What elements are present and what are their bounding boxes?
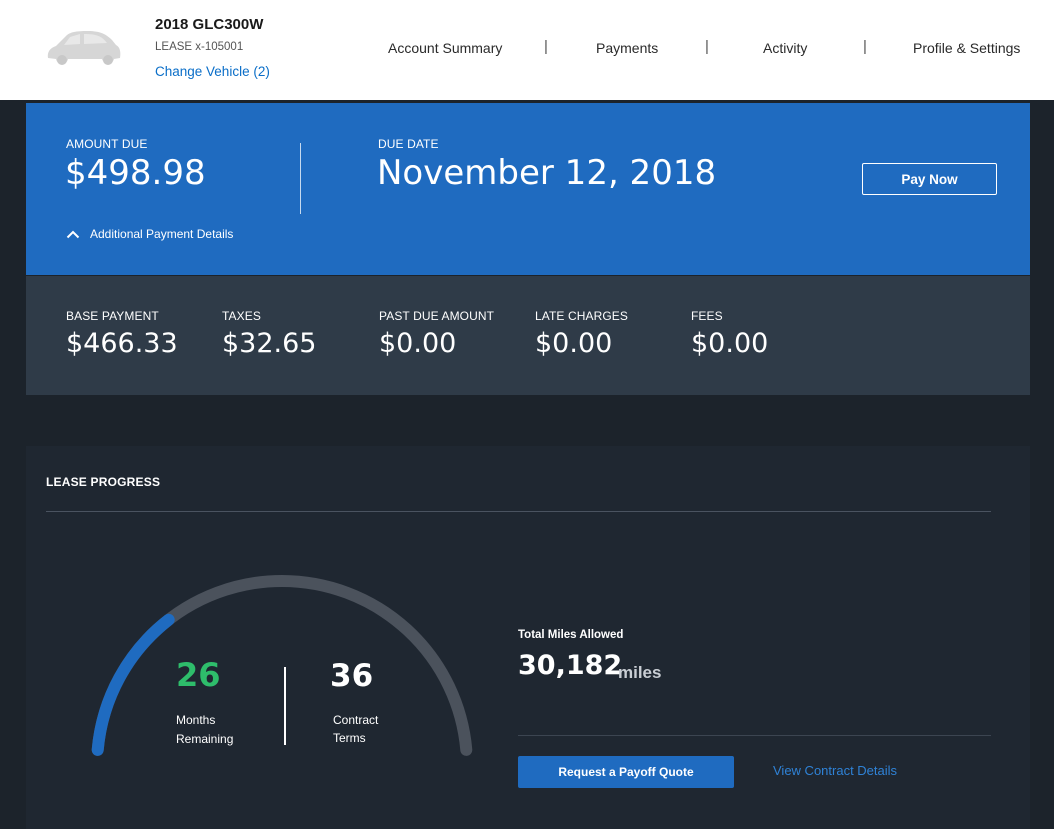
fees-label: FEES bbox=[691, 309, 723, 323]
late-charges-value: $0.00 bbox=[535, 328, 613, 359]
lease-progress-title: LEASE PROGRESS bbox=[46, 475, 161, 489]
request-payoff-quote-button[interactable]: Request a Payoff Quote bbox=[518, 756, 734, 788]
fees-value: $0.00 bbox=[691, 328, 769, 359]
change-vehicle-link[interactable]: Change Vehicle (2) bbox=[155, 64, 270, 79]
lease-progress-gauge bbox=[91, 575, 473, 756]
taxes-value: $32.65 bbox=[222, 328, 317, 359]
lease-number: LEASE x-105001 bbox=[155, 41, 244, 53]
miles-unit: miles bbox=[618, 663, 662, 682]
payment-breakdown-panel: BASE PAYMENT $466.33 TAXES $32.65 PAST D… bbox=[26, 276, 1030, 395]
past-due-value: $0.00 bbox=[379, 328, 457, 359]
months-remaining-value: 26 bbox=[176, 656, 221, 694]
nav-separator: | bbox=[544, 38, 548, 55]
nav-profile-settings[interactable]: Profile & Settings bbox=[913, 40, 1021, 56]
nav-separator: | bbox=[863, 38, 867, 55]
lease-progress-panel: LEASE PROGRESS 26 Months Remaining 36 Co… bbox=[26, 446, 1030, 829]
additional-payment-details-toggle[interactable]: Additional Payment Details bbox=[90, 227, 234, 241]
gauge-divider bbox=[284, 667, 286, 745]
top-header: 2018 GLC300W LEASE x-105001 Change Vehic… bbox=[0, 0, 1054, 100]
contract-terms-label: Contract Terms bbox=[333, 713, 379, 745]
nav-activity[interactable]: Activity bbox=[763, 40, 808, 56]
car-silhouette-icon bbox=[47, 31, 121, 65]
due-date-label: DUE DATE bbox=[378, 137, 439, 151]
vehicle-title: 2018 GLC300W bbox=[155, 16, 264, 33]
taxes-label: TAXES bbox=[222, 309, 261, 323]
nav-separator: | bbox=[705, 38, 709, 55]
amount-due-label: AMOUNT DUE bbox=[66, 137, 148, 151]
view-contract-details-link[interactable]: View Contract Details bbox=[773, 763, 898, 778]
total-miles-value: 30,182 bbox=[518, 650, 623, 681]
nav-account-summary[interactable]: Account Summary bbox=[388, 40, 503, 56]
base-payment-value: $466.33 bbox=[66, 328, 178, 359]
miles-divider bbox=[518, 735, 991, 736]
late-charges-label: LATE CHARGES bbox=[535, 309, 628, 323]
lease-divider bbox=[46, 511, 991, 512]
months-remaining-label: Months Remaining bbox=[176, 713, 234, 746]
total-miles-label: Total Miles Allowed bbox=[518, 629, 624, 641]
base-payment-label: BASE PAYMENT bbox=[66, 309, 159, 323]
due-date-value: November 12, 2018 bbox=[377, 153, 717, 193]
contract-terms-value: 36 bbox=[330, 658, 374, 694]
past-due-label: PAST DUE AMOUNT bbox=[379, 309, 495, 323]
chevron-up-icon[interactable] bbox=[66, 229, 80, 239]
gauge-fill bbox=[91, 613, 175, 756]
nav-payments[interactable]: Payments bbox=[596, 40, 659, 56]
pay-now-button[interactable]: Pay Now bbox=[862, 163, 997, 195]
amount-due-value: $498.98 bbox=[65, 153, 206, 193]
amount-due-panel: AMOUNT DUE $498.98 DUE DATE November 12,… bbox=[26, 103, 1030, 275]
due-divider bbox=[300, 143, 301, 214]
